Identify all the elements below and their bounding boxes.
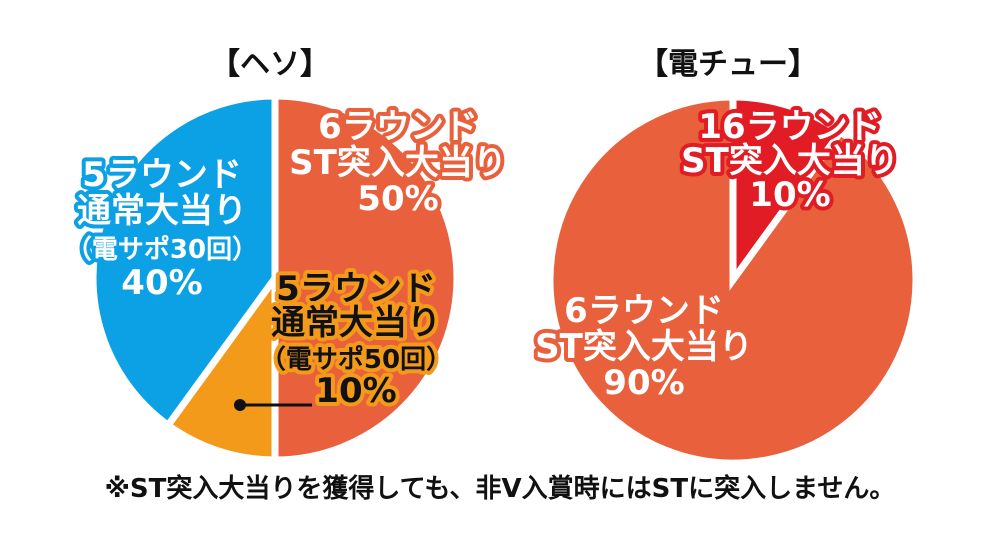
denchu-slice-label-1-line-1: ST突入大当り xyxy=(535,327,753,367)
heso-slice-label-2-line-1: 通常大当り xyxy=(77,191,247,231)
heso-slice-label-1-line-1: 通常大当り xyxy=(271,303,441,343)
labels-layer: 6ラウンドST突入大当り50%5ラウンド通常大当り（電サポ50回）10%5ラウン… xyxy=(62,103,903,415)
heso-slice-label-0-line-0: 6ラウンド xyxy=(318,107,478,147)
footnote: ※ST突入大当りを獲得しても、非V入賞時にはSTに突入しません。 xyxy=(105,473,896,504)
heso-slice-label-1-line-2: （電サポ50回） xyxy=(260,344,452,375)
heso-slice-0 xyxy=(271,92,461,464)
heso-slice-label-2-line-0: 5ラウンド xyxy=(82,155,242,195)
denchu-slice-label-1-line-0: 6ラウンド xyxy=(564,291,724,331)
denchu-slice-label-0-line-2: 10% xyxy=(749,175,830,215)
heso-slice-2 xyxy=(89,92,279,431)
heso-chart-title: 【ヘソ】 xyxy=(210,47,330,82)
denchu-slice-label-0-line-0: 16ラウンド xyxy=(698,107,881,147)
heso-slice-label-2-line-3: 40% xyxy=(121,263,202,303)
heso-slice-1 xyxy=(163,267,279,464)
denchu-slice-label-0-line-1: ST突入大当り xyxy=(681,141,899,181)
denchu-slice-0 xyxy=(729,93,846,291)
denchu-slice-1 xyxy=(546,93,920,467)
heso-slice-label-2-line-2: （電サポ30回） xyxy=(66,234,258,265)
heso-leader-dot xyxy=(234,399,246,411)
heso-slice-label-1-line-0: 5ラウンド xyxy=(276,269,436,309)
denchu-chart-title: 【電チュー】 xyxy=(638,47,818,82)
heso-slice-label-0-line-2: 50% xyxy=(357,179,438,219)
slices-layer xyxy=(89,92,920,467)
denchu-slice-label-1-line-2: 90% xyxy=(603,363,684,403)
heso-slice-label-0-line-1: ST突入大当り xyxy=(289,143,507,183)
heso-slice-label-1-line-3: 10% xyxy=(315,371,396,411)
